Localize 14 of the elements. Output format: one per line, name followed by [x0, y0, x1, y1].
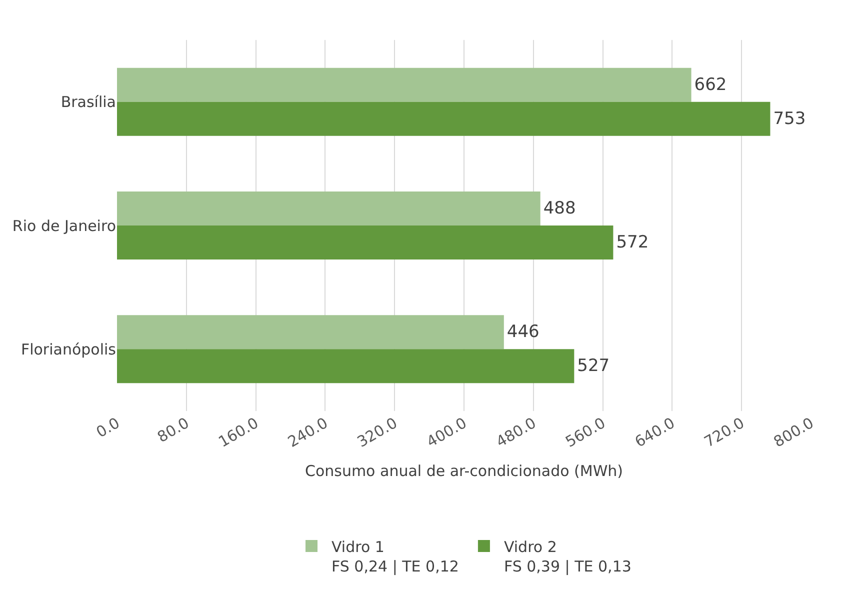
data-label: 753: [773, 108, 806, 129]
legend-label: Vidro 1 FS 0,24 | TE 0,12: [332, 538, 459, 576]
data-label: 572: [616, 232, 649, 253]
data-label: 446: [506, 322, 540, 342]
data-label: 527: [577, 356, 610, 376]
data-label: 662: [694, 74, 727, 95]
y-tick-label: Florianópolis: [20, 340, 116, 358]
x-tick-label: 80.0: [154, 414, 192, 446]
legend-label: Vidro 2 FS 0,39 | TE 0,13: [504, 538, 632, 576]
y-tick-label: Brasília: [60, 93, 116, 112]
y-tick-label: Rio de Janeiro: [12, 216, 116, 235]
x-tick-label: 0.0: [93, 414, 123, 442]
data-label: 488: [543, 198, 576, 218]
x-axis-title: Consumo anual de ar-condicionado (MWh): [304, 462, 624, 480]
